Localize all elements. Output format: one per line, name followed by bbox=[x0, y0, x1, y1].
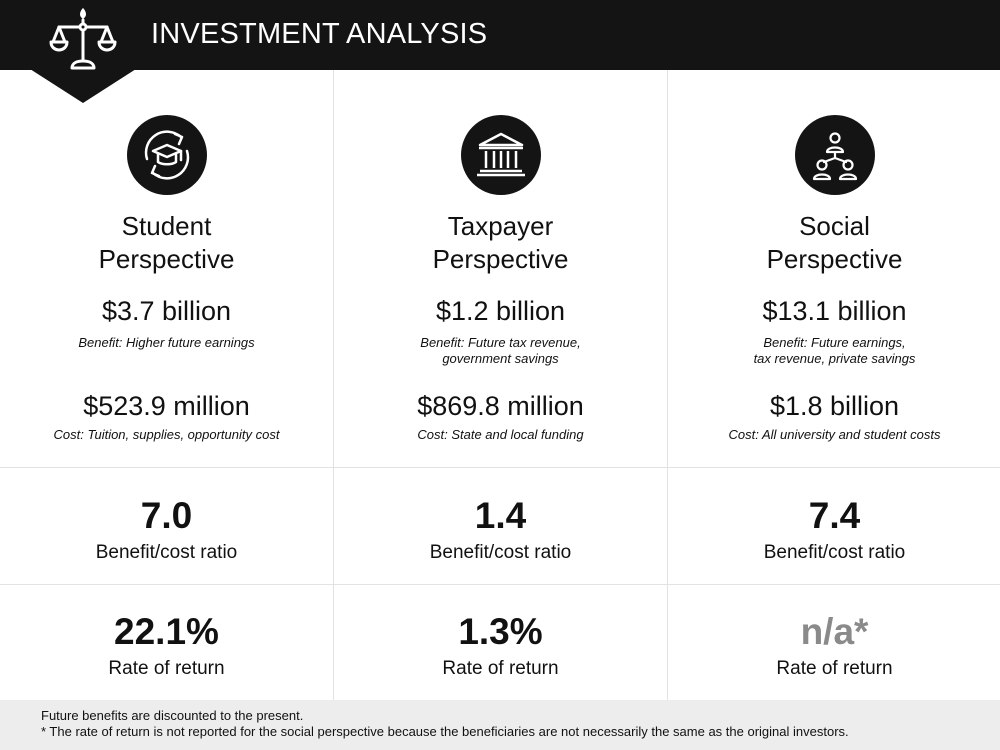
row-divider bbox=[0, 467, 1000, 468]
rate-of-return-label: Rate of return bbox=[442, 658, 559, 679]
benefit-cost-ratio-label: Benefit/cost ratio bbox=[429, 542, 572, 563]
benefit-cost-ratio-value: 7.0 bbox=[140, 495, 193, 536]
benefit-note-line2: government savings bbox=[442, 351, 559, 366]
balance-scale-icon bbox=[48, 5, 118, 75]
row-divider bbox=[0, 584, 1000, 585]
benefit-note: Benefit: Higher future earnings bbox=[0, 335, 333, 351]
cost-amount: $869.8 million bbox=[417, 391, 584, 421]
benefit-cost-ratio-label: Benefit/cost ratio bbox=[763, 542, 906, 563]
benefit-note-line1: Benefit: Future tax revenue, bbox=[420, 335, 581, 350]
rate-of-return-value: n/a* bbox=[800, 611, 869, 652]
rate-of-return-value: 22.1% bbox=[114, 611, 219, 652]
page-title: INVESTMENT ANALYSIS bbox=[151, 18, 488, 50]
perspective-title-line1: Student bbox=[121, 211, 212, 241]
perspective-title: Social Perspective bbox=[668, 210, 1000, 276]
benefit-note-line1: Benefit: Future earnings, bbox=[763, 335, 906, 350]
rate-of-return-label: Rate of return bbox=[108, 658, 225, 679]
perspective-title-line1: Social bbox=[799, 211, 870, 241]
cost-amount: $1.8 billion bbox=[769, 391, 900, 421]
people-network-icon bbox=[794, 115, 875, 195]
perspective-title-line2: Perspective bbox=[432, 244, 569, 274]
rate-of-return-label: Rate of return bbox=[776, 658, 893, 679]
benefit-cost-ratio-label: Benefit/cost ratio bbox=[95, 542, 238, 563]
benefit-note-line1: Benefit: Higher future earnings bbox=[78, 335, 255, 350]
benefit-cost-ratio-value: 7.4 bbox=[808, 495, 861, 536]
taxpayer-perspective-column: Taxpayer Perspective $1.2 billion Benefi… bbox=[333, 70, 667, 700]
header-bar: INVESTMENT ANALYSIS bbox=[0, 0, 1000, 70]
perspective-title: Student Perspective bbox=[0, 210, 333, 276]
benefit-note: Benefit: Future earnings, tax revenue, p… bbox=[668, 335, 1000, 367]
social-perspective-column: Social Perspective $13.1 billion Benefit… bbox=[667, 70, 1000, 700]
benefit-note: Benefit: Future tax revenue, government … bbox=[334, 335, 667, 367]
benefit-amount: $1.2 billion bbox=[435, 296, 566, 326]
perspective-title: Taxpayer Perspective bbox=[334, 210, 667, 276]
cost-amount: $523.9 million bbox=[83, 391, 250, 421]
benefit-cost-ratio-value: 1.4 bbox=[474, 495, 527, 536]
cost-note: Cost: All university and student costs bbox=[728, 427, 941, 442]
header-tab-pointer bbox=[30, 69, 136, 103]
footnote-bar: Future benefits are discounted to the pr… bbox=[0, 700, 1000, 750]
cost-note: Cost: Tuition, supplies, opportunity cos… bbox=[53, 427, 280, 442]
footnote-discount: Future benefits are discounted to the pr… bbox=[41, 708, 304, 723]
rate-of-return-value: 1.3% bbox=[458, 611, 543, 652]
graduation-cap-cycle-icon bbox=[126, 115, 207, 195]
footnote-rate-of-return: * The rate of return is not reported for… bbox=[41, 724, 849, 739]
perspective-title-line1: Taxpayer bbox=[447, 211, 554, 241]
perspective-title-line2: Perspective bbox=[98, 244, 235, 274]
benefit-amount: $13.1 billion bbox=[762, 296, 907, 326]
benefit-note-line2: tax revenue, private savings bbox=[753, 351, 916, 366]
benefit-amount: $3.7 billion bbox=[101, 296, 232, 326]
government-building-icon bbox=[460, 115, 541, 195]
cost-note: Cost: State and local funding bbox=[417, 427, 584, 442]
student-perspective-column: Student Perspective $3.7 billion Benefit… bbox=[0, 70, 333, 700]
perspective-title-line2: Perspective bbox=[766, 244, 903, 274]
